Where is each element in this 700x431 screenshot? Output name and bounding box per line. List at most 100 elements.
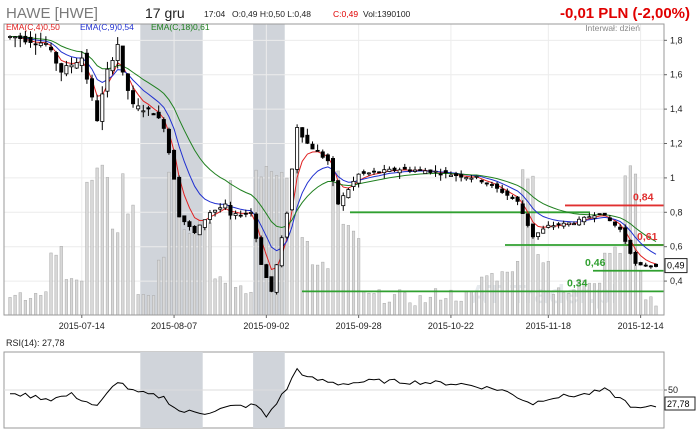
volume-bar: [218, 276, 222, 316]
volume-bar: [105, 177, 109, 316]
candle-body: [387, 168, 392, 172]
volume-bar: [377, 289, 381, 316]
candle-body: [377, 171, 382, 174]
level-lines: [302, 204, 664, 293]
volume-bar: [362, 290, 366, 316]
volume-bar: [54, 254, 58, 316]
candle-body: [525, 213, 530, 226]
volume-bar: [367, 292, 371, 316]
volume-bar: [90, 179, 94, 316]
volume-bar: [59, 246, 63, 316]
candle-body: [110, 60, 115, 72]
candle-body: [623, 227, 628, 242]
volume-bar: [193, 231, 197, 316]
candle-body: [464, 177, 469, 180]
candle-body: [530, 223, 535, 238]
x-tick-label-1: 2015-08-07: [151, 321, 197, 331]
candle-body: [177, 176, 182, 218]
candle-body: [69, 64, 74, 68]
candle-body: [438, 173, 443, 176]
volume-bar: [75, 279, 79, 316]
level-label-4: 0,46: [585, 257, 606, 269]
candle-body: [587, 216, 592, 219]
candle-body: [315, 149, 320, 152]
candle-body: [607, 217, 612, 222]
candle-body: [448, 174, 453, 177]
candle-body: [7, 36, 12, 38]
candles: [7, 30, 659, 295]
candle-body: [546, 224, 551, 228]
candle-body: [289, 168, 294, 211]
volume-bar: [28, 298, 33, 316]
volume-bar: [136, 294, 140, 316]
y-tick-label-4: 1: [670, 173, 675, 183]
interval-label: Interwał: dzień: [585, 23, 640, 33]
candle-body: [556, 223, 561, 226]
volume-bar: [613, 246, 617, 316]
volume-bar: [408, 302, 412, 316]
candle-body: [541, 228, 546, 234]
candle-body: [202, 219, 207, 228]
candle-body: [577, 218, 582, 226]
candle-body: [592, 215, 597, 219]
candle-body: [125, 73, 130, 91]
level-labels: 0,84 0,61 0,46 0,34: [567, 191, 658, 289]
volume-bar: [321, 261, 325, 316]
volume-bar: [526, 178, 530, 316]
volume-bar: [618, 252, 622, 316]
candle-body: [59, 63, 64, 73]
volume-bar: [444, 298, 448, 316]
candle-body: [351, 180, 356, 188]
volume-bar: [449, 289, 453, 316]
y-tick-label-1: 1,6: [670, 70, 683, 80]
rsi-title: RSI(14): 27,78: [6, 338, 65, 348]
rsi-tick-50: 50: [668, 385, 678, 395]
volume-bar: [110, 228, 115, 316]
volume-bar: [480, 276, 484, 316]
candle-body: [505, 190, 510, 196]
candle-body: [74, 62, 79, 69]
volume-bar: [49, 252, 53, 316]
volume-bar: [285, 177, 289, 316]
candle-body: [392, 167, 397, 171]
level-label-0: 0,84: [633, 191, 654, 203]
candle-body: [166, 128, 171, 154]
y-tick-label-5: 0,8: [670, 207, 683, 217]
volume-bar: [244, 293, 248, 316]
candle-body: [28, 36, 33, 43]
volume-bar: [172, 173, 176, 316]
volume-bar: [39, 295, 43, 316]
volume-bar: [187, 233, 191, 316]
candle-body: [79, 57, 84, 66]
candle-body: [571, 223, 576, 226]
x-tick-label-6: 2015-12-14: [618, 321, 664, 331]
volume-bar: [346, 225, 350, 316]
candle-body: [602, 212, 607, 216]
candle-body: [382, 169, 387, 174]
volume-bar: [100, 164, 104, 316]
candle-body: [192, 225, 197, 233]
candle-body: [146, 107, 151, 110]
last-price-value: 0,49: [667, 261, 685, 271]
volume-bar: [418, 295, 422, 316]
candle-body: [207, 212, 212, 220]
highlight-band-0: [140, 24, 203, 315]
volume-bar: [13, 294, 17, 316]
candle-body: [18, 35, 23, 40]
candle-body: [320, 151, 325, 158]
volume-bar: [34, 293, 38, 316]
volume-bar: [239, 285, 243, 316]
price-axis: 1,8 1,6 1,4 1,2 1 0,8 0,6 0,4: [664, 35, 683, 286]
candle-body: [274, 264, 279, 293]
candle-body: [469, 177, 474, 180]
volume-bar: [598, 282, 602, 316]
volume-bar: [249, 291, 253, 316]
x-tick-label-3: 2015-09-28: [336, 321, 382, 331]
candle-body: [43, 43, 48, 45]
volume-bar: [587, 282, 591, 316]
candle-body: [341, 195, 346, 207]
candle-body: [90, 78, 95, 98]
volume-bar: [269, 171, 274, 316]
volume-bar: [546, 261, 550, 316]
volume-bar: [310, 264, 315, 316]
